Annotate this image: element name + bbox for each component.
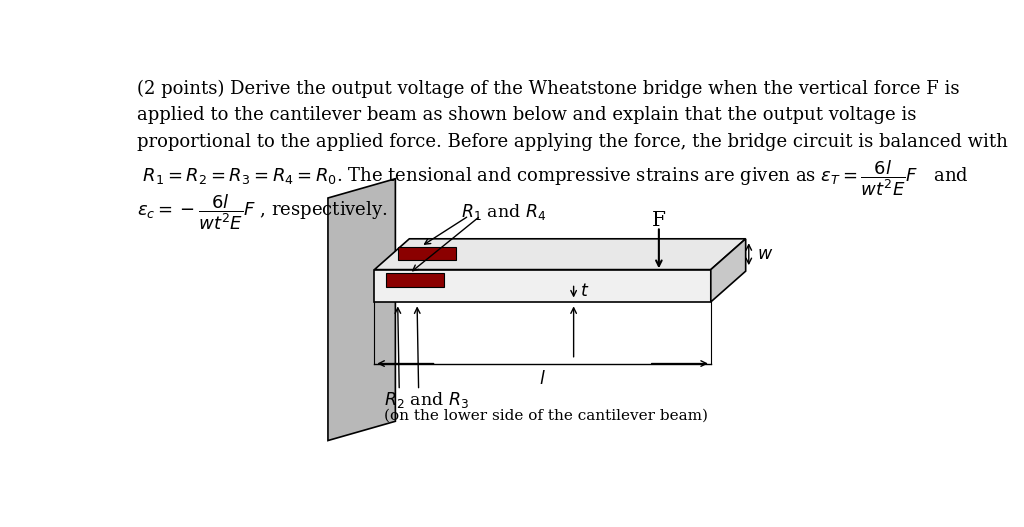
Polygon shape: [375, 239, 745, 270]
Text: (2 points) Derive the output voltage of the Wheatstone bridge when the vertical : (2 points) Derive the output voltage of …: [137, 80, 959, 99]
Polygon shape: [711, 239, 745, 302]
Text: $t$: $t$: [580, 284, 589, 300]
Polygon shape: [375, 270, 711, 302]
Text: $l$: $l$: [540, 370, 546, 388]
Text: $\varepsilon_c = -\dfrac{6l}{wt^2E}F$ , respectively.: $\varepsilon_c = -\dfrac{6l}{wt^2E}F$ , …: [137, 192, 388, 232]
Text: $R_1 = R_2 = R_3 = R_4 = R_0$. The tensional and compressive strains are given a: $R_1 = R_2 = R_3 = R_4 = R_0$. The tensi…: [137, 159, 969, 199]
Polygon shape: [397, 247, 456, 260]
Text: F: F: [652, 211, 666, 230]
Text: (on the lower side of the cantilever beam): (on the lower side of the cantilever bea…: [384, 409, 708, 423]
Text: $R_2$ and $R_3$: $R_2$ and $R_3$: [384, 391, 469, 411]
Text: $R_1$ and $R_4$: $R_1$ and $R_4$: [461, 202, 547, 222]
Text: $w$: $w$: [757, 246, 773, 262]
Text: proportional to the applied force. Before applying the force, the bridge circuit: proportional to the applied force. Befor…: [137, 132, 1009, 151]
Text: applied to the cantilever beam as shown below and explain that the output voltag: applied to the cantilever beam as shown …: [137, 106, 916, 124]
Polygon shape: [328, 179, 395, 441]
Polygon shape: [386, 274, 444, 287]
